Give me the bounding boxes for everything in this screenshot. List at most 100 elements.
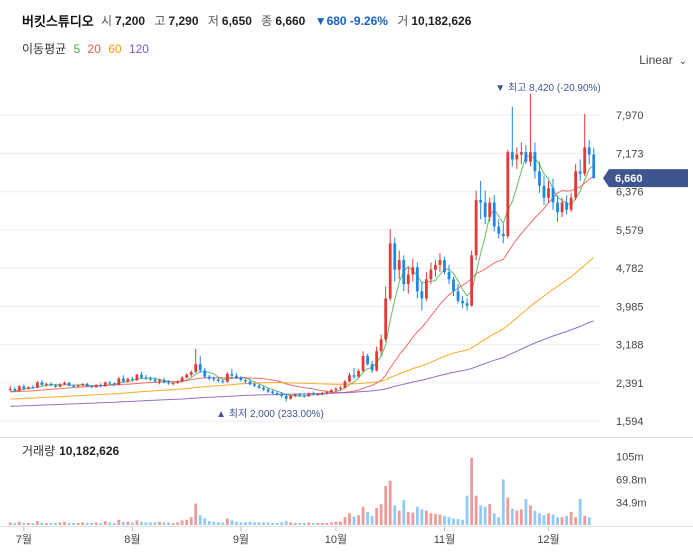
volume-bar (411, 512, 415, 525)
candle (533, 142, 537, 179)
candle (212, 376, 216, 382)
volume-bar (293, 523, 297, 525)
open-value: 7,200 (115, 14, 146, 28)
volume-bar (40, 522, 44, 525)
candle (578, 159, 582, 181)
candle (388, 228, 392, 301)
volume-bar (524, 498, 528, 525)
candle (438, 252, 442, 273)
candle (284, 393, 288, 402)
volume-bar (35, 521, 39, 525)
candle (357, 368, 360, 378)
volume-bar (506, 497, 510, 525)
stock-name: 버킷스튜디오 (22, 14, 94, 29)
candle (379, 334, 383, 357)
candle (361, 351, 365, 372)
volume-bar (244, 522, 247, 525)
volume-bar (470, 457, 474, 525)
candle (253, 382, 256, 388)
volume-bar (54, 523, 57, 525)
volume-bar (103, 521, 107, 525)
volume-bar (221, 522, 225, 525)
volume-bar (302, 523, 306, 525)
volume-bar (366, 511, 369, 525)
candle (434, 260, 437, 277)
ma-120-label[interactable]: 120 (128, 42, 149, 56)
volume-bar (130, 522, 134, 525)
volume-bar (216, 522, 220, 525)
candle (194, 348, 198, 373)
volume-bar (529, 505, 532, 525)
candle (72, 384, 75, 388)
volume-bar (176, 522, 180, 525)
candle (126, 377, 130, 383)
volume-bar (144, 522, 148, 525)
candle (26, 386, 30, 390)
low-annotation: ▲ 최저 2,000 (233.00%) (216, 408, 324, 420)
candle (574, 164, 578, 201)
volume-bar (348, 513, 351, 525)
volume-bar (370, 515, 374, 525)
volume-bar (474, 495, 478, 525)
candle (542, 176, 546, 205)
candle (406, 267, 410, 294)
volume-bar (388, 480, 392, 525)
candle (325, 390, 329, 395)
month-label: 8월 (124, 533, 140, 546)
candle (397, 250, 401, 280)
candle (583, 113, 587, 177)
volume-bar (406, 511, 410, 525)
candle (176, 380, 180, 384)
volume-value: 10,182,626 (411, 14, 472, 28)
volume-bar (538, 513, 541, 525)
volume-bar (67, 523, 71, 525)
volume-bar (140, 521, 143, 525)
current-price-label: 6,660 (615, 173, 643, 185)
ma-5-label[interactable]: 5 (73, 42, 81, 56)
volume-bar (556, 517, 559, 525)
candle (415, 262, 419, 299)
chevron-down-icon: ⌄ (678, 56, 687, 67)
volume-bar (90, 523, 94, 525)
volume-bar (384, 485, 388, 525)
candle (17, 385, 21, 392)
volume-bar (108, 522, 112, 525)
candle (497, 219, 501, 239)
candle (275, 391, 279, 396)
volume-bar (58, 522, 62, 525)
candle (13, 387, 17, 393)
volume-bar (8, 522, 12, 525)
candle (185, 373, 189, 379)
price-axis: 7,970 7,173 6,376 5,579 4,782 3,985 3,188 2,391… (616, 110, 644, 428)
stock-header: 버킷스튜디오 시 7,200 고 7,290 저 6,650 종 6,660 ▼680 … (0, 0, 693, 36)
volume-bar (587, 517, 591, 525)
candle (465, 298, 469, 311)
month-label: 12월 (537, 533, 559, 546)
candle (8, 385, 12, 392)
candle (501, 224, 505, 244)
candle (461, 296, 464, 309)
volume-bar (343, 517, 347, 525)
candle (216, 377, 220, 383)
candle (348, 372, 351, 383)
volume-axis: 105m 69.8m 34.9m (616, 452, 647, 510)
volume-bar (13, 523, 17, 525)
candlesticks (8, 93, 596, 402)
scale-dropdown[interactable]: Linear ⌄ (639, 53, 687, 67)
volume-bar (438, 514, 442, 525)
ma-60-label[interactable]: 60 (108, 42, 122, 56)
high-label: 고 (154, 14, 166, 28)
candle (121, 375, 125, 383)
ma-20-label[interactable]: 20 (87, 42, 101, 56)
volume-bar (275, 523, 279, 525)
candle (235, 372, 238, 380)
month-label: 9월 (233, 533, 249, 546)
candle (35, 380, 39, 389)
volume-bar (180, 520, 184, 525)
ma-60-line (10, 257, 595, 400)
candle (339, 385, 342, 391)
price-tick-label: 5,579 (616, 225, 644, 237)
month-label: 7월 (16, 533, 32, 546)
candle (506, 149, 510, 239)
